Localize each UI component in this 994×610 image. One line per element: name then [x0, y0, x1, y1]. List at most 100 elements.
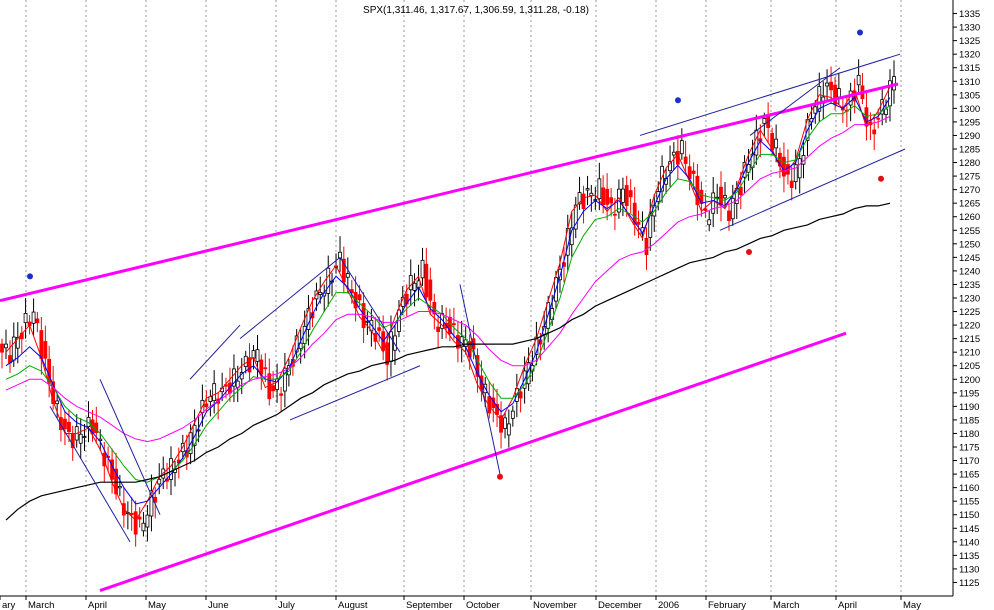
y-tick-label: 1290: [959, 131, 980, 142]
red-dot-marker: [746, 248, 752, 255]
y-tick-label: 1190: [959, 402, 979, 413]
candle-body: [691, 170, 696, 174]
y-tick-label: 1155: [959, 497, 979, 508]
swing-trendline: [289, 365, 421, 421]
candle-body: [585, 188, 590, 191]
candle-body: [581, 193, 586, 209]
candle-body: [149, 490, 154, 517]
x-tick-label: September: [406, 600, 452, 610]
candle-body: [589, 192, 594, 196]
candle-body: [259, 359, 264, 375]
y-tick-label: 1150: [959, 510, 979, 521]
candle-body: [4, 343, 8, 349]
candle-body: [78, 433, 83, 444]
y-tick-label: 1260: [959, 212, 980, 223]
candle-body: [577, 192, 582, 205]
candle-body: [711, 192, 716, 214]
candle-body: [730, 197, 735, 220]
candle-body: [385, 342, 390, 365]
candle-body: [82, 436, 87, 438]
lower-channel: [99, 331, 847, 592]
candle-body: [687, 166, 692, 179]
candle-body: [279, 393, 283, 396]
candle-body: [518, 391, 523, 399]
candle-body: [63, 418, 67, 430]
candle-body: [263, 367, 268, 370]
y-tick-label: 1270: [959, 185, 980, 196]
candle-body: [613, 213, 617, 216]
y-tick-label: 1160: [959, 483, 979, 494]
y-tick-label: 1265: [959, 199, 980, 210]
candle-body: [326, 267, 331, 294]
vertical-gridlines: [25, 0, 902, 596]
candle-body: [621, 188, 625, 203]
candle-body: [455, 335, 460, 349]
red-dot-marker: [878, 175, 884, 182]
candle-body: [169, 458, 173, 480]
candle-body: [624, 185, 629, 206]
candle-body: [668, 161, 672, 172]
candle-body: [145, 514, 150, 528]
candle-body: [212, 383, 217, 402]
x-tick-label: May: [903, 600, 921, 610]
candle-body: [836, 88, 841, 98]
candle-body: [294, 335, 299, 353]
y-tick-label: 1285: [959, 145, 980, 156]
swing-trendline: [459, 284, 501, 475]
candle-body: [232, 368, 236, 387]
y-tick-label: 1320: [959, 50, 980, 61]
y-tick-label: 1230: [959, 294, 980, 305]
candle-body: [424, 263, 429, 298]
moving-average-long: [5, 116, 891, 443]
candle-body: [510, 410, 515, 419]
moving-average-medium: [5, 96, 891, 505]
candle-body: [683, 156, 688, 164]
swing-trendline: [639, 53, 901, 136]
candle-body: [436, 326, 441, 332]
candle-body: [55, 400, 60, 405]
candle-body: [393, 335, 397, 351]
swing-trendline: [339, 257, 401, 353]
x-tick-label: March: [773, 600, 799, 610]
x-tick-label: April: [838, 600, 857, 610]
candle-body: [255, 349, 260, 362]
swing-trendline: [189, 324, 241, 380]
y-tick-label: 1200: [959, 375, 980, 386]
swing-trendline: [49, 406, 131, 543]
y-tick-label: 1295: [959, 117, 980, 128]
candle-body: [11, 336, 16, 361]
x-tick-label: May: [148, 600, 166, 610]
signal-markers: [27, 29, 884, 480]
y-tick-label: 1210: [959, 348, 980, 359]
x-tick-label: February: [708, 600, 746, 610]
y-tick-label: 1215: [959, 334, 980, 345]
y-tick-label: 1310: [959, 77, 980, 88]
x-tick-label: March: [28, 600, 54, 610]
x-tick-label: April: [88, 600, 107, 610]
candle-body: [605, 188, 610, 205]
y-tick-label: 1180: [959, 429, 979, 440]
y-tick-label: 1175: [959, 443, 979, 454]
candle-body: [51, 381, 56, 404]
candle-body: [43, 341, 48, 359]
candle-body: [734, 187, 739, 204]
y-tick-label: 1325: [959, 36, 980, 47]
swing-trendline: [239, 256, 341, 340]
candle-body: [856, 74, 861, 86]
moving-averages: [5, 86, 891, 521]
candle-body: [208, 396, 213, 403]
y-tick-label: 1145: [959, 524, 979, 535]
x-tick-label: June: [208, 600, 229, 610]
candle-body: [609, 197, 614, 204]
swing-trendline: [719, 148, 906, 231]
x-tick-label: December: [598, 600, 642, 610]
candle-body: [451, 323, 456, 326]
candle-body: [723, 195, 727, 199]
candle-body: [503, 417, 507, 429]
candle-body: [644, 237, 649, 256]
candle-body: [628, 190, 633, 198]
y-tick-label: 1225: [959, 307, 980, 318]
candle-body: [129, 512, 134, 516]
candle-body: [428, 279, 433, 301]
